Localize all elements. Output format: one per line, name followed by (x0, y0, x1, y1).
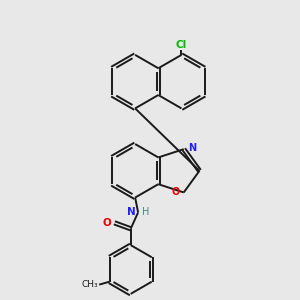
Text: O: O (171, 188, 179, 197)
Text: O: O (102, 218, 111, 228)
Text: H: H (142, 207, 149, 218)
Text: N: N (127, 207, 136, 218)
Text: Cl: Cl (176, 40, 187, 50)
Text: CH₃: CH₃ (81, 280, 98, 289)
Text: N: N (188, 143, 196, 153)
